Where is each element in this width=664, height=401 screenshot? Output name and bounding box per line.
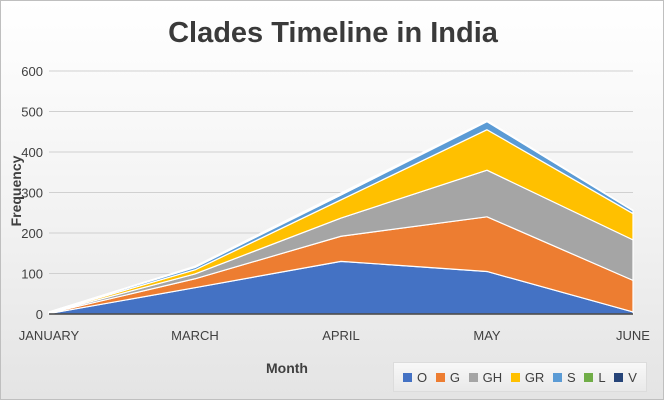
legend: O G GH GR S L V (393, 362, 647, 392)
legend-swatch (468, 372, 478, 382)
y-tick-label: 200 (21, 226, 43, 241)
y-tick-label: 100 (21, 267, 43, 282)
legend-label: L (598, 369, 606, 385)
x-tick-label: JUNE (616, 328, 650, 343)
legend-label: GH (482, 369, 503, 385)
legend-label: G (449, 369, 460, 385)
legend-item-l: L (584, 369, 606, 385)
legend-label: S (567, 369, 576, 385)
legend-label: O (417, 369, 428, 385)
legend-swatch (403, 372, 412, 382)
legend-item-g: G (435, 369, 460, 385)
y-axis-title: Frequency (8, 155, 24, 226)
y-tick-label: 0 (36, 307, 43, 322)
area-series-v (48, 119, 634, 313)
legend-swatch (435, 372, 445, 382)
x-tick-label: MARCH (171, 328, 219, 343)
x-tick-label: MAY (473, 328, 501, 343)
x-tick-label: JANUARY (19, 328, 80, 343)
chart-title: Clades Timeline in India (168, 17, 498, 49)
y-tick-label: 600 (21, 64, 43, 79)
legend-label: GR (524, 369, 545, 385)
legend-item-s: S (553, 370, 576, 385)
legend-item-v: V (614, 370, 637, 385)
legend-item-gr: GR (510, 369, 545, 385)
legend-swatch (553, 372, 562, 382)
legend-swatch (510, 372, 520, 382)
legend-item-gh: GH (468, 369, 503, 385)
y-tick-label: 500 (21, 105, 43, 120)
y-tick-label: 300 (21, 186, 43, 201)
y-tick-label: 400 (21, 145, 43, 160)
legend-swatch (584, 372, 594, 382)
legend-item-o: O (403, 370, 427, 385)
x-axis-title: Month (266, 360, 308, 376)
x-tick-label: APRIL (322, 328, 360, 343)
legend-swatch (614, 372, 624, 382)
legend-label: V (628, 369, 637, 385)
